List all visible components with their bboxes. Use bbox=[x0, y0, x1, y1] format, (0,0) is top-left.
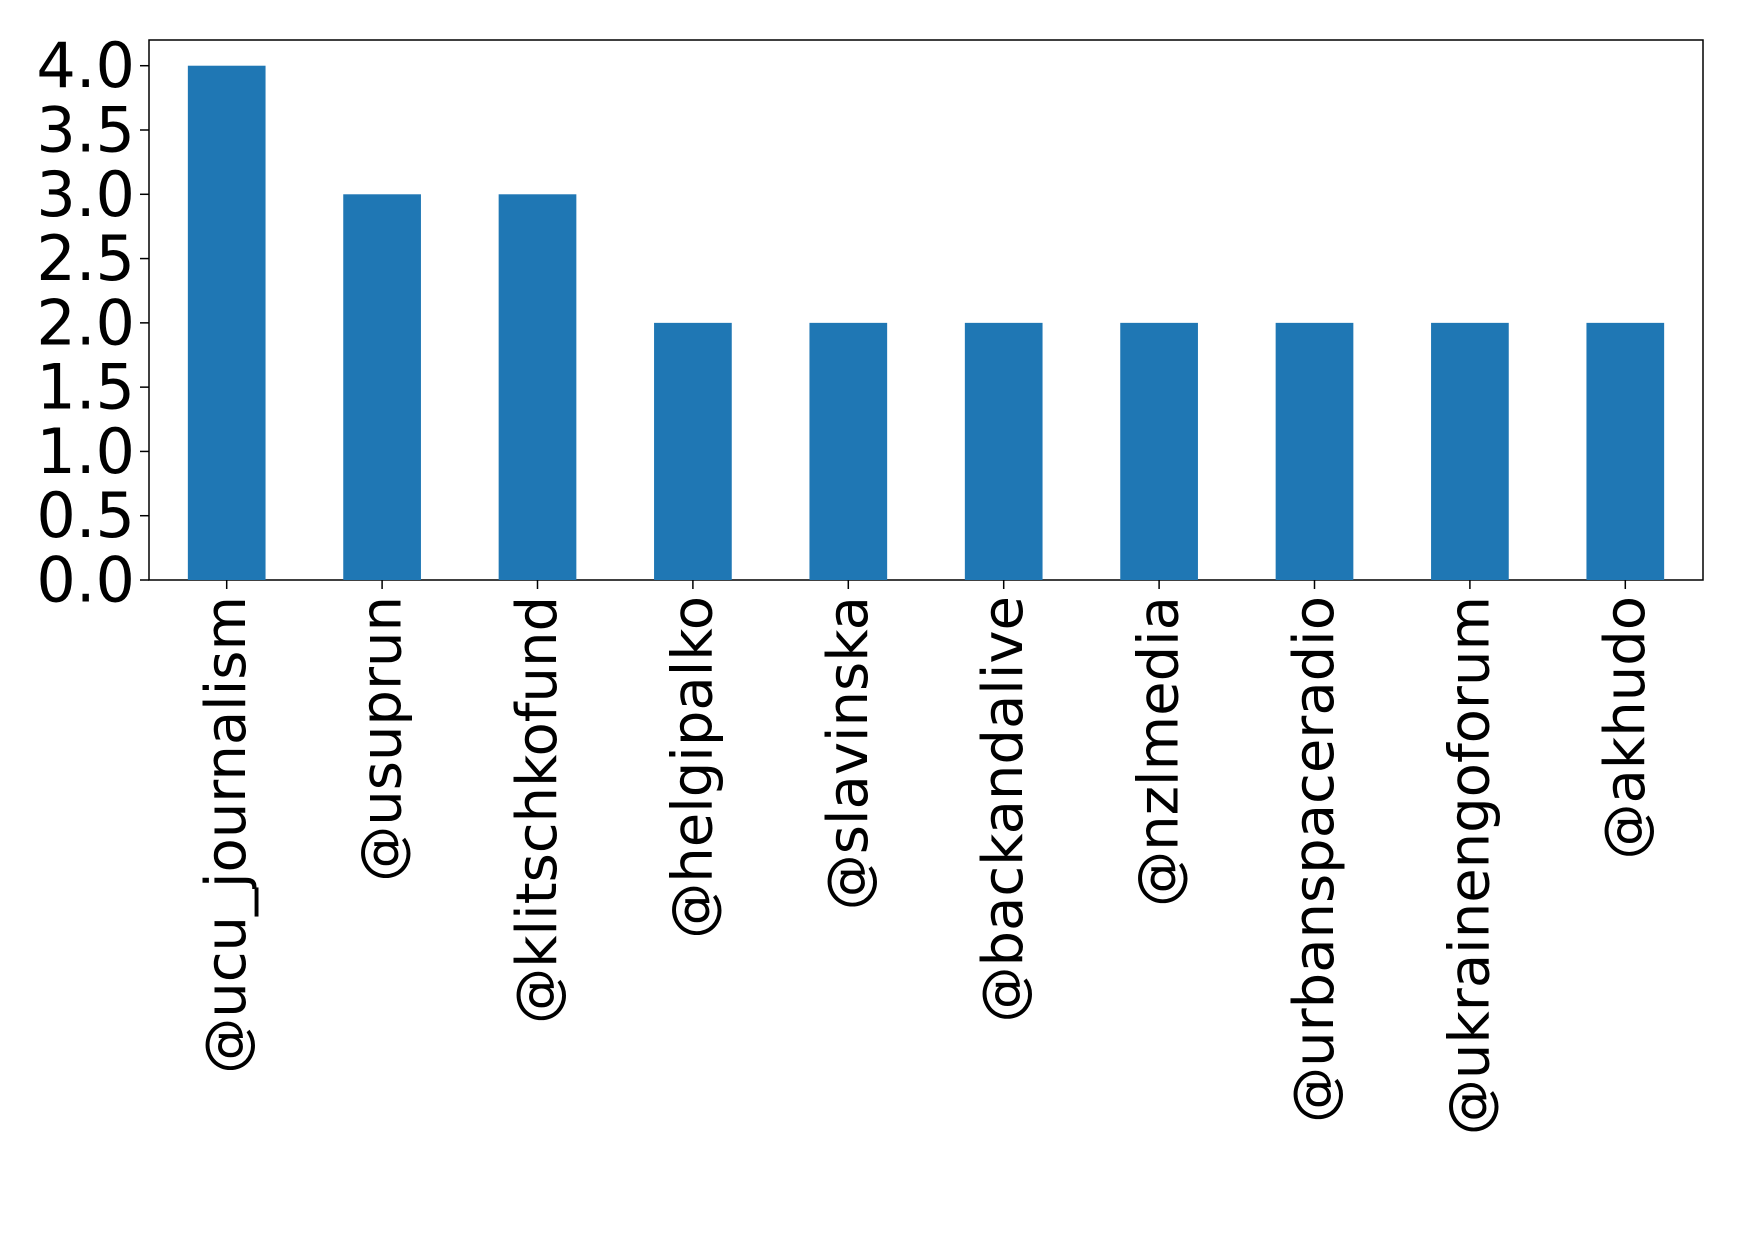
y-tick-label: 1.5 bbox=[36, 351, 135, 424]
x-tick-label: @urbanspaceradio bbox=[1282, 596, 1347, 1123]
x-tick-label: @slavinska bbox=[816, 596, 881, 910]
bar-nzlmedia bbox=[1120, 322, 1198, 580]
x-tick-label: @akhudo bbox=[1593, 596, 1658, 860]
y-tick-label: 1.0 bbox=[36, 415, 135, 488]
bars-group bbox=[187, 65, 1665, 581]
x-tick-label: @ucu_journalism bbox=[194, 596, 259, 1074]
x-axis-ticks: @ucu_journalism @usuprun @klitschkofund @he… bbox=[194, 580, 1658, 1135]
bar-ukrainengoforum bbox=[1431, 322, 1509, 580]
bar-akhudo bbox=[1586, 322, 1665, 580]
y-tick-label: 3.5 bbox=[36, 94, 135, 167]
x-tick-label: @nzlmedia bbox=[1127, 596, 1192, 907]
y-tick-label: 0.5 bbox=[36, 479, 135, 552]
bar-backandalive bbox=[964, 322, 1043, 580]
y-tick-label: 4.0 bbox=[36, 29, 135, 102]
bar-ucu-journalism bbox=[187, 65, 266, 580]
x-tick-label: @backandalive bbox=[971, 596, 1036, 1022]
y-tick-label: 3.0 bbox=[36, 158, 135, 231]
bar-slavinska bbox=[809, 322, 888, 580]
bar-helgipalko bbox=[654, 322, 732, 580]
x-tick-label: @usuprun bbox=[350, 596, 415, 882]
y-axis-ticks: 0.00.51.01.52.02.53.03.54.0 bbox=[36, 29, 149, 617]
bar-usuprun bbox=[343, 194, 421, 581]
x-tick-label: @helgipalko bbox=[660, 596, 725, 939]
y-tick-label: 2.5 bbox=[36, 222, 135, 295]
y-tick-label: 0.0 bbox=[36, 544, 135, 617]
x-tick-label: @klitschkofund bbox=[505, 596, 570, 1024]
y-tick-label: 2.0 bbox=[36, 286, 135, 359]
bar-klitschkofund bbox=[498, 194, 577, 581]
bar-urbanspaceradio bbox=[1275, 322, 1354, 580]
x-tick-label: @ukrainengoforum bbox=[1437, 596, 1502, 1135]
